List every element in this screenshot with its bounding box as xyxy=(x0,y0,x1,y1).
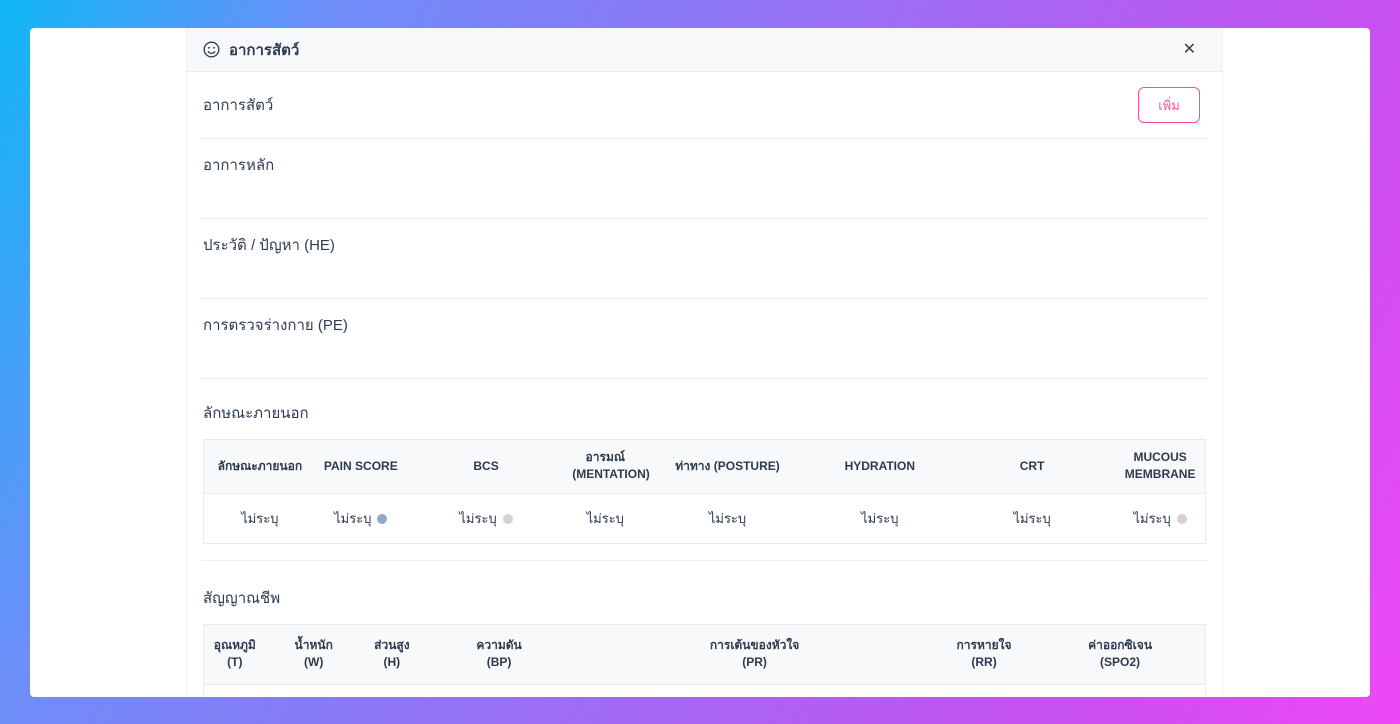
column-header: BCS xyxy=(405,439,567,494)
main-symptom-value xyxy=(203,177,1206,218)
table-cell: ไม่ระบุ xyxy=(361,684,422,697)
symptoms-section-label: อาการสัตว์ xyxy=(203,97,274,114)
table-cell: ไม่ระบุ xyxy=(566,493,645,544)
modal-title: อาการสัตว์ xyxy=(229,41,300,59)
animal-symptoms-modal: อาการสัตว์ ✕ อาการสัตว์ เพิ่ม อาการหลัก … xyxy=(186,28,1223,697)
column-header: น้ำหนัก (W) xyxy=(265,624,362,685)
main-symptom-field: อาการหลัก xyxy=(201,139,1208,219)
column-header: การหายใจ (RR) xyxy=(932,624,1036,685)
vital-signs-section-title: สัญญาณชีพ xyxy=(203,589,281,607)
column-header: ท่าทาง (POSTURE) xyxy=(644,439,811,494)
history-label: ประวัติ / ปัญหา (HE) xyxy=(203,237,335,254)
table-cell: ไม่ระบุ xyxy=(405,493,567,544)
appearance-section: ลักษณะภายนอก ลักษณะภายนอก PAIN SCORE BCS… xyxy=(201,379,1208,561)
vitals-data-row: ไม่ระบุ ไม่ระบุ ไม่ระบุ ไม่ระบุ ไม่ระบุ … xyxy=(203,684,1206,697)
appearance-section-title: ลักษณะภายนอก xyxy=(203,405,309,422)
column-header: HYDRATION xyxy=(810,439,949,494)
vital-signs-table: อุณหภูมิ (T) น้ำหนัก (W) ส่วนสูง (H) ความดั… xyxy=(203,623,1206,697)
table-cell: ไม่ระบุ xyxy=(1035,684,1206,697)
appearance-header-row: ลักษณะภายนอก PAIN SCORE BCS อารมณ์ (MENT… xyxy=(203,439,1206,494)
table-cell: ไม่ระบุ xyxy=(315,493,406,544)
mucous-membrane-status-dot xyxy=(1176,513,1187,524)
close-icon[interactable]: ✕ xyxy=(1179,38,1200,62)
table-cell: ไม่ระบุ xyxy=(644,493,811,544)
table-cell: ไม่ระบุ xyxy=(932,684,1036,697)
column-header: ลักษณะภายนอก xyxy=(203,439,316,494)
content-card: อาการสัตว์ ✕ อาการสัตว์ เพิ่ม อาการหลัก … xyxy=(30,28,1370,697)
table-cell: ไม่ระบุ xyxy=(203,684,266,697)
add-button[interactable]: เพิ่ม xyxy=(1138,87,1200,123)
modal-header: อาการสัตว์ ✕ xyxy=(187,28,1222,72)
physical-exam-label: การตรวจร่างกาย (PE) xyxy=(203,317,348,334)
appearance-data-row: ไม่ระบุ ไม่ระบุ ไม่ระบุ ไม่ระบุ ไม่ระบุ … xyxy=(203,493,1206,544)
table-cell: ไม่ระบุ xyxy=(265,684,362,697)
table-cell: ไม่ระบุ xyxy=(421,684,577,697)
table-cell: ไม่ระบุ xyxy=(576,684,933,697)
bcs-status-dot xyxy=(502,513,513,524)
appearance-table: ลักษณะภายนอก PAIN SCORE BCS อารมณ์ (MENT… xyxy=(203,439,1206,544)
column-header: MUCOUS MEMBRANE xyxy=(1115,439,1206,494)
column-header: CRT xyxy=(948,439,1116,494)
smiley-face-icon xyxy=(203,41,220,58)
table-cell: ไม่ระบุ xyxy=(810,493,949,544)
history-value xyxy=(203,257,1206,298)
column-header: การเต้นของหัวใจ (PR) xyxy=(576,624,933,685)
pain-score-status-dot xyxy=(377,513,388,524)
table-cell: ไม่ระบุ xyxy=(1115,493,1206,544)
table-cell: ไม่ระบุ xyxy=(203,493,316,544)
modal-body: อาการสัตว์ เพิ่ม อาการหลัก ประวัติ / ปัญ… xyxy=(187,72,1222,697)
table-cell: ไม่ระบุ xyxy=(948,493,1116,544)
physical-exam-value xyxy=(203,337,1206,378)
symptoms-section-header: อาการสัตว์ เพิ่ม xyxy=(201,72,1208,139)
column-header: ค่าออกซิเจน (SPO2) xyxy=(1035,624,1206,685)
column-header: อุณหภูมิ (T) xyxy=(203,624,266,685)
history-field: ประวัติ / ปัญหา (HE) xyxy=(201,219,1208,299)
main-symptom-label: อาการหลัก xyxy=(203,157,275,174)
column-header: อารมณ์ (MENTATION) xyxy=(566,439,650,494)
vitals-header-row: อุณหภูมิ (T) น้ำหนัก (W) ส่วนสูง (H) ความดั… xyxy=(203,624,1206,685)
physical-exam-field: การตรวจร่างกาย (PE) xyxy=(201,299,1208,379)
column-header: ความดัน (BP) xyxy=(421,624,577,685)
vital-signs-section: สัญญาณชีพ อุณหภูมิ (T) น้ำหนัก (W) ส่วนสูง… xyxy=(201,561,1208,697)
column-header: ส่วนสูง (H) xyxy=(361,624,422,685)
column-header: PAIN SCORE xyxy=(315,439,406,494)
